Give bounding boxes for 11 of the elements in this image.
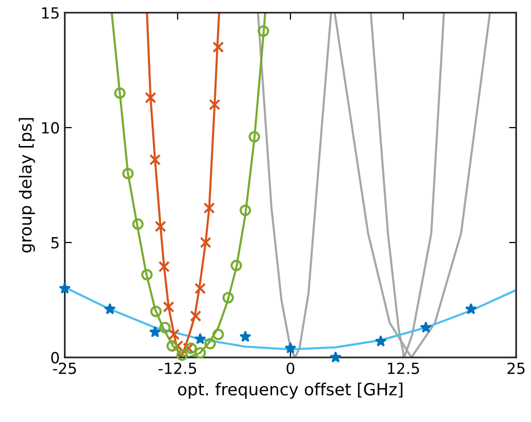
- x-tick-label: 12.5: [388, 362, 419, 374]
- y-tick-label: 5: [51, 237, 59, 249]
- x-tick-label: -12.5: [158, 362, 196, 374]
- x-axis-title: opt. frequency offset [GHz]: [178, 382, 402, 399]
- y-tick-label: 0: [51, 352, 59, 364]
- x-tick-label: 0: [286, 362, 294, 374]
- y-tick-label: 10: [42, 122, 59, 134]
- y-axis-title: group delay [ps]: [18, 118, 35, 253]
- x-tick-label: 25: [508, 362, 525, 374]
- y-tick-label: 15: [42, 7, 59, 19]
- x-tick-label: -25: [53, 362, 76, 374]
